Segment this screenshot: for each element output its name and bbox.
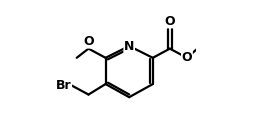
Text: O: O (83, 35, 94, 48)
Text: N: N (124, 40, 134, 53)
Text: O: O (164, 15, 175, 28)
Text: Br: Br (56, 79, 72, 92)
Text: O: O (182, 51, 192, 64)
